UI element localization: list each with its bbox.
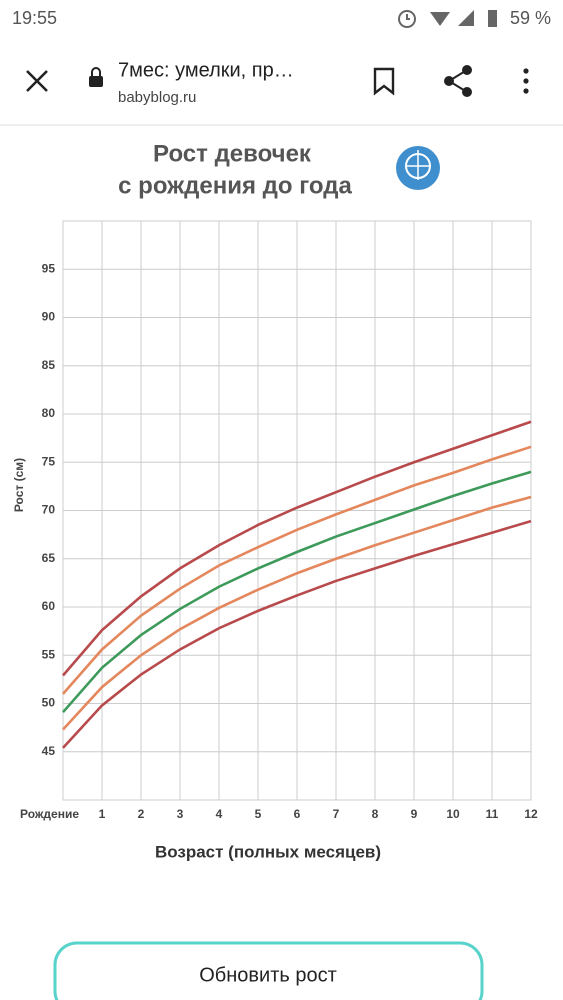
share-button[interactable] — [444, 65, 472, 97]
y-tick-label: 60 — [42, 599, 56, 613]
x-tick-label: 6 — [294, 807, 301, 821]
close-button[interactable] — [26, 70, 48, 92]
x-tick-label: 9 — [411, 807, 418, 821]
who-logo — [396, 146, 440, 190]
growth-curve — [62, 420, 532, 677]
y-axis-label: Рост (см) — [12, 458, 26, 512]
x-tick-label: 11 — [486, 807, 499, 821]
growth-curve — [62, 519, 532, 749]
x-tick-label: 7 — [333, 807, 340, 821]
y-tick-label: 75 — [42, 454, 56, 468]
chart-title: с рождения до года — [118, 172, 352, 199]
menu-button[interactable] — [523, 68, 529, 94]
bookmark-button[interactable] — [373, 67, 395, 96]
y-tick-label: 65 — [42, 551, 56, 565]
y-tick-label: 90 — [42, 310, 56, 324]
y-tick-label: 55 — [42, 647, 56, 661]
x-tick-label: Рождение — [20, 807, 79, 821]
y-tick-label: 50 — [42, 696, 56, 710]
status-time: 19:55 — [12, 8, 57, 28]
growth-curve — [62, 445, 532, 695]
update-button[interactable] — [53, 941, 484, 1000]
chart-title: Рост девочек — [153, 140, 312, 167]
y-tick-label: 70 — [42, 503, 56, 517]
status-icons — [398, 10, 497, 28]
x-axis-label: Возраст (полных месяцев) — [155, 842, 381, 861]
button-label[interactable]: Обновить рост — [199, 964, 337, 986]
x-tick-label: 5 — [255, 807, 262, 821]
y-tick-label: 80 — [42, 406, 56, 420]
lock-icon — [89, 67, 103, 87]
x-tick-label: 10 — [446, 807, 460, 821]
x-tick-label: 4 — [216, 807, 223, 821]
x-tick-label: 3 — [177, 807, 184, 821]
y-tick-label: 85 — [42, 358, 56, 372]
growth-curve — [62, 495, 532, 731]
status-battery: 59 % — [510, 8, 551, 28]
page-url[interactable]: babyblog.ru — [118, 89, 196, 106]
x-tick-label: 2 — [138, 807, 145, 821]
x-tick-label: 8 — [372, 807, 379, 821]
y-tick-label: 45 — [42, 744, 56, 758]
y-tick-label: 95 — [42, 261, 56, 275]
page-title[interactable]: 7мес: умелки, пр… — [118, 59, 294, 81]
x-tick-label: 12 — [524, 807, 538, 821]
growth-curve — [62, 470, 532, 714]
x-tick-label: 1 — [99, 807, 106, 821]
